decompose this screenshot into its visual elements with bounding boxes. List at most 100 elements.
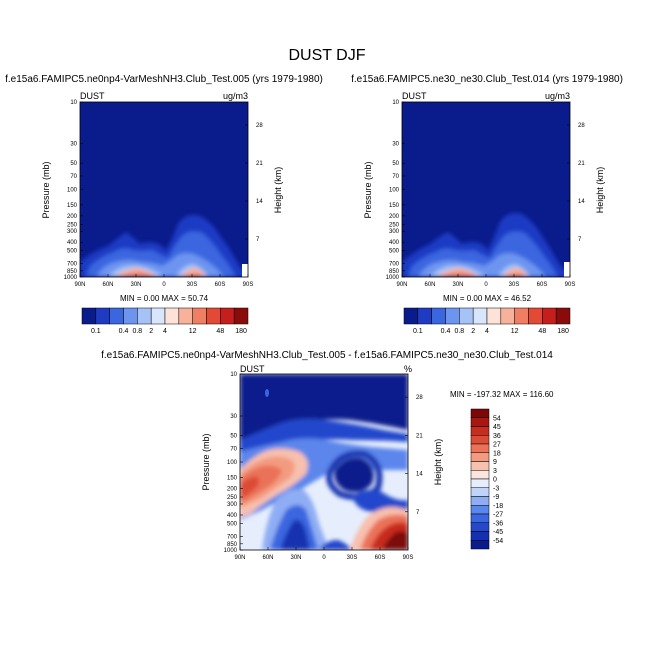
y-tick-label: 850 [67,269,78,275]
colorbar-label: 18 [493,450,501,457]
y-tick-label: 700 [227,534,238,540]
colorbar-swatch [470,470,490,480]
height-tick-label: 7 [416,510,420,516]
y-tick-label: 10 [230,372,237,378]
colorbar-swatch [431,307,446,325]
colorbar-swatch [472,307,488,325]
y-tick-label: 200 [67,214,78,220]
y-tick-label: 300 [67,229,78,235]
height-tick-label: 21 [578,161,585,167]
colorbar-swatch [192,307,207,325]
colorbar-label: 0.1 [413,328,423,335]
colorbar-swatch [150,307,166,325]
panel-1-variable-label: DUST [80,91,105,101]
colorbar-swatch [233,307,249,325]
y-tick-label: 10 [70,100,77,106]
x-tick-label: 60S [215,282,226,288]
x-tick-label: 0 [162,282,166,288]
colorbar-label: 0.8 [132,328,142,335]
y-tick-label: 500 [67,249,78,255]
colorbar-label: -54 [493,538,503,545]
height-tick-label: 7 [256,237,260,243]
y-tick-label: 400 [389,240,400,246]
colorbar-label: 2 [471,328,475,335]
x-tick-label: 30N [130,282,141,288]
panel-2: f.e15a6.FAMIPC5.ne30_ne30.Club_Test.014 … [351,74,623,303]
height-tick-label: 7 [578,237,582,243]
x-tick-label: 90N [234,555,245,561]
colorbar-label: 9 [493,459,497,466]
y-tick-label: 150 [67,203,78,209]
panel-1-title: f.e15a6.FAMIPC5.ne0np4-VarMeshNH3.Club_T… [5,74,323,85]
y-tick-label: 1000 [224,548,238,554]
x-tick-label: 90S [403,555,414,561]
colorbar-label: 48 [538,328,546,335]
x-tick-label: 30N [452,282,463,288]
y-tick-label: 300 [227,502,238,508]
colorbar-swatch [470,452,490,462]
colorbar-panel-2: 0.1 0.4 0.8 2 4 12 48 180 [403,307,571,335]
y-tick-label: 30 [70,142,77,148]
colorbar-label: 12 [511,328,519,335]
y-tick-label: 50 [230,434,237,440]
colorbar-label: -45 [493,529,503,536]
colorbar-swatch [470,540,490,550]
x-tick-label: 90S [565,282,576,288]
colorbar-label: -36 [493,520,503,527]
x-tick-label: 60S [375,555,386,561]
y-tick-label: 400 [67,240,78,246]
x-tick-label: 60S [537,282,548,288]
y-tick-label: 200 [389,214,400,220]
colorbar-label: 45 [493,424,501,431]
height-tick-label: 14 [578,199,585,205]
y-tick-label: 150 [389,203,400,209]
colorbar-label: 4 [163,328,167,335]
y-tick-label: 50 [392,161,399,167]
panel-3-units-label: % [404,364,412,374]
colorbar-swatch [470,505,490,515]
colorbar-swatch [164,307,180,325]
colorbar-label: 4 [485,328,489,335]
panel-1-x-ticks: 90N 60N 30N 0 30S 60S 90S [74,274,253,288]
colorbar-swatch [470,435,490,445]
x-tick-label: 90N [396,282,407,288]
y-tick-label: 200 [227,486,238,492]
height-tick-label: 28 [256,123,263,129]
y-tick-label: 250 [67,222,78,228]
colorbar-swatch [555,307,571,325]
colorbar-swatch [81,307,97,325]
panel-3-height-ticks: 28 21 14 7 [405,395,423,516]
x-tick-label: 0 [484,282,488,288]
height-tick-label: 21 [416,433,423,439]
panel-2-variable-label: DUST [402,91,427,101]
panel-3-ylabel: Pressure (mb) [201,433,211,490]
x-tick-label: 90S [243,282,254,288]
panel-2-x-ticks: 90N 60N 30N 0 30S 60S 90S [396,274,575,288]
colorbar-swatch [445,307,460,325]
colorbar-label: 180 [235,328,247,335]
colorbar-swatch [470,522,490,532]
x-tick-label: 60N [102,282,113,288]
y-tick-label: 100 [67,188,78,194]
y-tick-label: 50 [70,161,77,167]
y-tick-label: 1000 [64,275,78,281]
colorbar-label: 0.4 [119,328,129,335]
colorbar-swatch [528,307,543,325]
colorbar-label: 36 [493,433,501,440]
colorbar-swatch [470,408,490,418]
colorbar-label: -27 [493,512,503,519]
y-tick-label: 700 [67,261,78,267]
colorbar-swatch [220,307,235,325]
panel-1-field [80,102,248,277]
x-tick-label: 30N [290,555,301,561]
colorbar-label: 0.4 [441,328,451,335]
y-tick-label: 30 [230,414,237,420]
colorbar-swatch [470,496,490,506]
colorbar-label: -9 [493,494,499,501]
y-tick-label: 850 [227,542,238,548]
colorbar-swatch [514,307,529,325]
y-tick-label: 250 [227,495,238,501]
